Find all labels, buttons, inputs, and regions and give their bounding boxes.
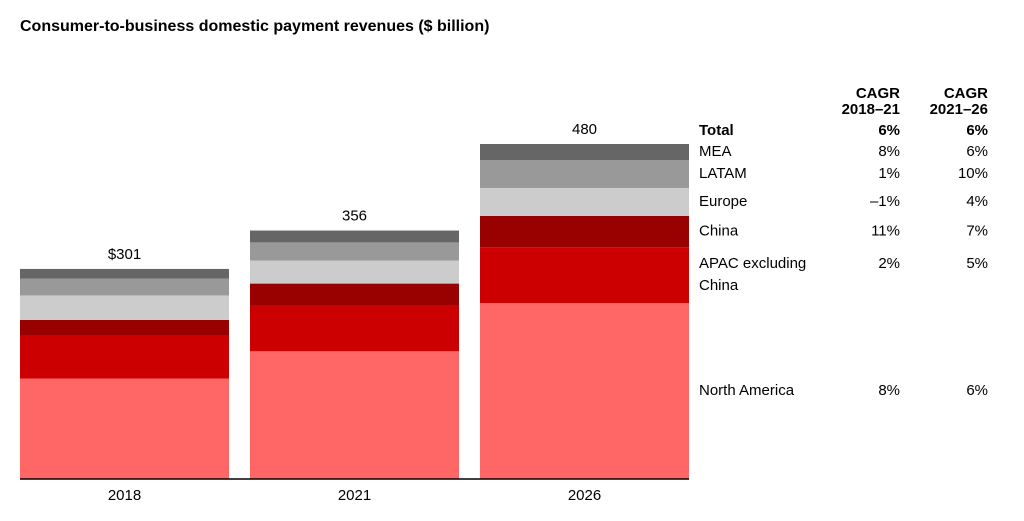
x-tick-label: 2018 (108, 487, 141, 504)
cagr-value: 8% (878, 143, 900, 160)
cagr-value: –1% (870, 193, 900, 210)
legend-label: Europe (699, 193, 747, 210)
bar-segment (480, 144, 689, 161)
legend-label: LATAM (699, 165, 747, 182)
bar-segment (480, 303, 689, 479)
cagr-value: 1% (878, 165, 900, 182)
total-cagr: 6% (966, 122, 988, 139)
bar-segment (480, 187, 689, 216)
total-cagr: 6% (878, 122, 900, 139)
total-label: 480 (572, 121, 597, 138)
legend-label: North America (699, 382, 795, 399)
bar-segment (20, 378, 229, 479)
bar-segment (250, 230, 459, 243)
cagr-value: 6% (966, 143, 988, 160)
cagr-value: 2% (878, 255, 900, 272)
x-tick-label: 2021 (338, 487, 371, 504)
cagr-value: 6% (966, 382, 988, 399)
cagr-value: 11% (871, 223, 900, 240)
total-label: $301 (108, 246, 141, 263)
table-header: 2021–26 (930, 101, 988, 118)
bar-segment (250, 283, 459, 306)
table-header: CAGR (856, 85, 900, 102)
table-header: CAGR (944, 85, 988, 102)
bar-segment (480, 160, 689, 188)
bar-segment (480, 215, 689, 248)
total-label: 356 (342, 208, 367, 225)
legend-label: China (699, 223, 739, 240)
bar-segment (20, 278, 229, 296)
bar-segment (250, 242, 459, 261)
bar-segment (20, 335, 229, 379)
cagr-value: 7% (966, 223, 988, 240)
bar-segment (480, 247, 689, 304)
bar-segment (20, 268, 229, 279)
cagr-value: 10% (958, 165, 988, 182)
bar-segment (250, 351, 459, 479)
cagr-value: 8% (878, 382, 900, 399)
table-header: 2018–21 (842, 101, 900, 118)
cagr-value: 4% (966, 193, 988, 210)
bar-segment (20, 295, 229, 320)
bar-segment (250, 260, 459, 284)
total-row-label: Total (699, 122, 734, 139)
bar-segment (250, 305, 459, 352)
legend-label: MEA (699, 143, 732, 160)
legend-label: APAC excluding China (699, 255, 806, 294)
chart-title: Consumer-to-business domestic payment re… (20, 18, 489, 35)
cagr-value: 5% (966, 255, 988, 272)
x-tick-label: 2026 (568, 487, 601, 504)
bar-segment (20, 319, 229, 336)
